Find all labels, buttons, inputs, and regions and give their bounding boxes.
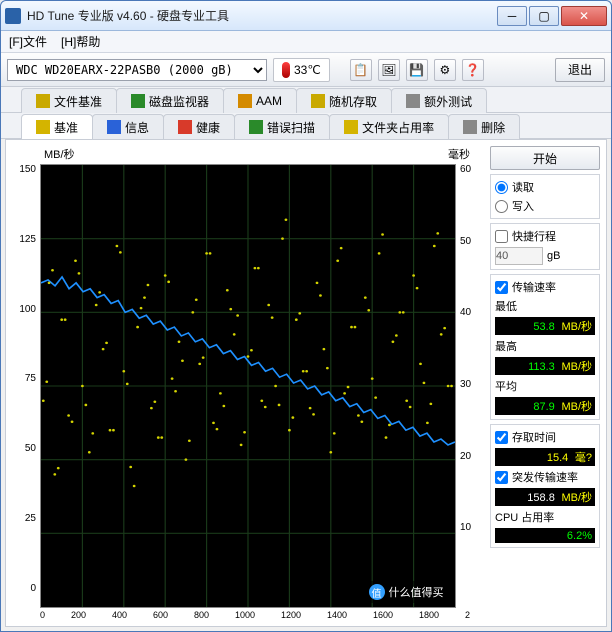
tab-信息[interactable]: 信息 [92, 114, 164, 139]
yleft-label: MB/秒 [44, 146, 75, 162]
stat-max: 113.3 MB/秒 [495, 357, 595, 375]
transfer-rate-check[interactable]: 传输速率 [495, 279, 595, 295]
tab-文件夹占用率[interactable]: 文件夹占用率 [329, 114, 449, 139]
tab-额外测试[interactable]: 额外测试 [391, 88, 487, 113]
help-icon[interactable]: ❓ [462, 59, 484, 81]
exit-button[interactable]: 退出 [555, 58, 605, 82]
tab-icon [406, 94, 420, 108]
burst-rate-check[interactable]: 突发传输速率 [495, 469, 595, 485]
tab-随机存取[interactable]: 随机存取 [296, 88, 392, 113]
tab-icon [36, 94, 50, 108]
stat-avg: 87.9 MB/秒 [495, 397, 595, 415]
stat-burst: 158.8 MB/秒 [495, 488, 595, 506]
save-icon[interactable]: 💾 [406, 59, 428, 81]
xaxis: 0200400600800100012001400160018002 [12, 608, 484, 620]
options-icon[interactable]: ⚙ [434, 59, 456, 81]
close-button[interactable]: ✕ [561, 6, 607, 26]
tab-文件基准[interactable]: 文件基准 [21, 88, 117, 113]
yaxis-right: 605040302010 [456, 164, 484, 608]
tab-错误扫描[interactable]: 错误扫描 [234, 114, 330, 139]
tab-健康[interactable]: 健康 [163, 114, 235, 139]
short-stroke-input[interactable] [495, 247, 543, 265]
thermometer-icon [282, 62, 290, 78]
tab-AAM[interactable]: AAM [223, 88, 297, 113]
short-stroke-check[interactable]: 快捷行程 [495, 228, 595, 244]
temperature: 33℃ [273, 58, 330, 82]
tabs-secondary: 文件基准磁盘监视器AAM随机存取额外测试 [1, 87, 611, 113]
drive-select[interactable]: WDC WD20EARX-22PASB0 (2000 gB) [7, 59, 267, 81]
tabs-primary: 基准信息健康错误扫描文件夹占用率删除 [1, 113, 611, 139]
copy-icon[interactable]: 📋 [350, 59, 372, 81]
tab-icon [311, 94, 325, 108]
menu-help[interactable]: [H]帮助 [61, 33, 100, 50]
tab-icon [249, 120, 263, 134]
yright-label: 毫秒 [448, 146, 470, 162]
tab-icon [131, 94, 145, 108]
watermark: 值什么值得买 [361, 581, 451, 603]
stat-min: 53.8 MB/秒 [495, 317, 595, 335]
tab-磁盘监视器[interactable]: 磁盘监视器 [116, 88, 224, 113]
tab-icon [36, 120, 50, 134]
tab-icon [344, 120, 358, 134]
write-radio[interactable]: 写入 [495, 198, 595, 214]
stat-cpu: 6.2% [495, 528, 595, 543]
minimize-button[interactable]: ─ [497, 6, 527, 26]
tab-icon [107, 120, 121, 134]
window-title: HD Tune 专业版 v4.60 - 硬盘专业工具 [27, 7, 497, 24]
maximize-button[interactable]: ▢ [529, 6, 559, 26]
stat-access: 15.4 毫? [495, 448, 595, 466]
app-icon [5, 8, 21, 24]
benchmark-chart: 值什么值得买 [40, 164, 456, 608]
tab-icon [178, 120, 192, 134]
tab-删除[interactable]: 删除 [448, 114, 520, 139]
tab-icon [463, 120, 477, 134]
access-time-check[interactable]: 存取时间 [495, 429, 595, 445]
read-radio[interactable]: 读取 [495, 179, 595, 195]
screenshot-icon[interactable]: 🖼 [378, 59, 400, 81]
yaxis-left: 1501251007550250 [12, 164, 40, 608]
menu-file[interactable]: [F]文件 [9, 33, 47, 50]
start-button[interactable]: 开始 [490, 146, 600, 170]
tab-基准[interactable]: 基准 [21, 114, 93, 139]
tab-icon [238, 94, 252, 108]
